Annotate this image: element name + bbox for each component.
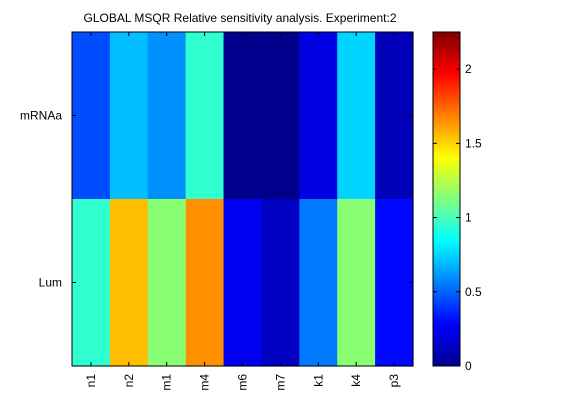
heatmap-cells — [72, 32, 414, 367]
x-tick-label: n2 — [122, 374, 136, 388]
heatmap-cell-Lum-n2 — [109, 199, 149, 367]
colorbar-gradient — [433, 32, 460, 366]
x-tick-label: p3 — [387, 374, 401, 388]
y-tick-label: mRNAa — [20, 109, 62, 123]
heatmap-cell-mRNAa-p3 — [375, 32, 414, 200]
axis-ticks: n1 n2 m1 m4 m6 m7 k1 k4 p3 mRNAa Lum — [20, 32, 413, 391]
heatmap-cell-Lum-m7 — [261, 199, 300, 367]
chart-title: GLOBAL MSQR Relative sensitivity analysi… — [83, 11, 396, 25]
heatmap-cell-Lum-n1 — [72, 199, 111, 367]
x-tick-label: k1 — [311, 374, 325, 387]
heatmap-cell-Lum-m6 — [223, 199, 263, 367]
x-tick-label: m4 — [198, 374, 212, 391]
heatmap-cell-mRNAa-k1 — [299, 32, 338, 200]
x-tick-label: n1 — [84, 374, 98, 388]
heatmap-cell-Lum-k1 — [299, 199, 338, 367]
x-tick-label: m6 — [236, 374, 250, 391]
colorbar-tick-label: 1.5 — [465, 136, 482, 150]
colorbar-tick-label: 2 — [465, 62, 472, 76]
x-tick-label: m7 — [273, 374, 287, 391]
x-tick-label: m1 — [160, 374, 174, 391]
heatmap-cell-Lum-m1 — [147, 199, 187, 367]
colorbar: 0 0.5 1 1.5 2 — [432, 31, 482, 373]
heatmap-cell-Lum-m4 — [185, 199, 225, 367]
heatmap-cell-mRNAa-m6 — [223, 32, 263, 200]
colorbar-frame — [432, 31, 461, 367]
colorbar-ticks: 0 0.5 1 1.5 2 — [433, 62, 482, 373]
heatmap-cell-mRNAa-m1 — [147, 32, 187, 200]
y-tick-label: Lum — [39, 276, 62, 290]
x-tick-label: k4 — [349, 374, 363, 387]
heatmap-cell-mRNAa-m4 — [185, 32, 225, 200]
colorbar-tick-label: 0.5 — [465, 285, 482, 299]
colorbar-tick-label: 1 — [465, 211, 472, 225]
colorbar-tick-label: 0 — [465, 359, 472, 373]
heatmap-cell-Lum-p3 — [375, 199, 414, 367]
heatmap-cell-mRNAa-n2 — [109, 32, 149, 200]
heatmap-cell-mRNAa-m7 — [261, 32, 300, 200]
heatmap-cell-mRNAa-k4 — [337, 32, 376, 200]
heatmap-cell-Lum-k4 — [337, 199, 376, 367]
heatmap-cell-mRNAa-n1 — [72, 32, 111, 200]
